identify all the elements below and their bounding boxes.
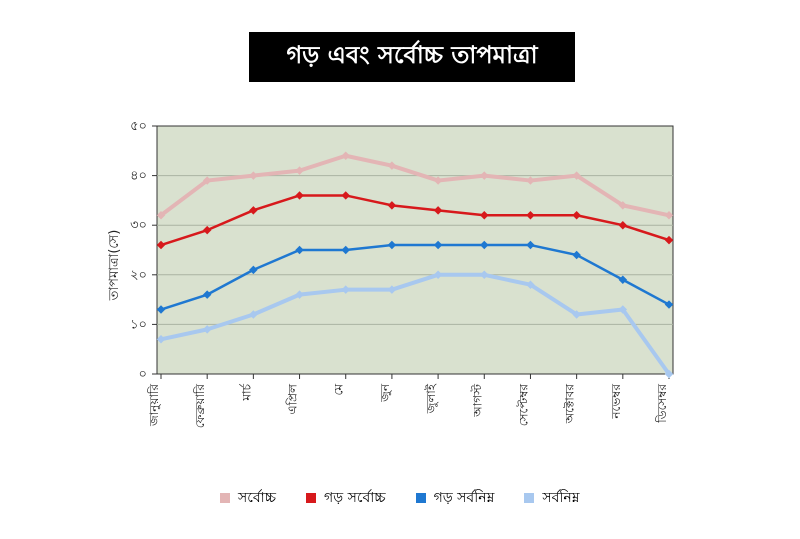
data-point [433,240,443,250]
data-point [156,240,166,250]
data-point [387,161,397,170]
y-tick-label: ৫০ [130,119,147,134]
y-tick-label: ১০ [130,317,147,332]
x-tick-label: মে [332,384,346,396]
data-point [433,206,443,215]
data-point [341,245,350,255]
data-point [202,176,212,185]
series-2 [156,240,674,314]
data-point [572,310,581,319]
series-group [156,151,674,379]
legend-item-avg-min: গড় সর্বনিম্ন [415,486,495,510]
legend-item-max: সর্বোচ্চ [220,486,276,510]
legend-label-max: সর্বোচ্চ [238,490,276,506]
legend-swatch-min [524,493,535,503]
x-tick-label: অক্টোবর [563,384,577,425]
data-point [295,166,304,175]
y-tick-label: ০ [139,367,147,382]
data-point [341,151,350,161]
y-tick-label: ৪০ [130,169,147,184]
data-point [664,300,674,309]
data-point [480,270,489,280]
series-line [160,243,670,311]
plot-area [156,125,674,375]
x-tick-label: মার্চ [239,383,253,402]
data-point [618,305,628,314]
data-point [387,201,397,210]
y-tick-label: ২০ [130,268,147,283]
legend: সর্বোচ্চ গড় সর্বোচ্চ গড় সর্বনিম্ন সর্ব… [220,486,579,510]
x-tick-label: জুলাই [424,383,439,414]
x-tick-label: জুন [378,383,393,403]
x-axis-ticks: জানুয়ারি ফেব্রুয়ারি মার্চ এপ্রিল মে জুন জুলা… [147,374,670,429]
data-point [433,176,443,185]
data-point [249,206,258,215]
x-tick-label: সেপ্টেম্বর [516,384,530,427]
legend-swatch-avg-min [415,493,426,503]
chart-title: গড় এবং সর্বোচ্চ তাপমাত্রা [249,32,575,82]
x-tick-label: আগস্ট [470,383,484,418]
y-axis-ticks: ০ ১০ ২০ ৩০ ৪০ ৫০ [130,119,157,382]
data-point [156,211,166,220]
data-point [202,225,212,235]
legend-item-avg-max: গড় সর্বোচ্চ [305,486,386,510]
y-tick-label: ৩০ [130,218,147,233]
data-point [295,290,304,299]
data-point [480,171,489,180]
data-point [156,305,166,314]
series-line [160,272,671,376]
x-tick-label: এপ্রিল [286,383,300,415]
data-point [249,265,258,275]
legend-swatch-avg-max [305,493,316,503]
data-point [526,280,535,289]
legend-label-min: সর্বনিম্ন [542,490,580,506]
x-tick-label: ফেব্রুয়ারি [193,384,207,429]
data-point [664,369,674,379]
series-3 [156,270,674,379]
data-point [480,211,489,220]
data-point [341,285,350,294]
data-point [202,325,212,334]
data-point [249,310,258,319]
series-line [159,153,670,218]
data-point [295,245,304,255]
data-point [156,335,166,344]
series-line [160,194,670,247]
legend-item-min: সর্বনিম্ন [524,486,579,510]
x-tick-label: জানুয়ারি [147,384,162,427]
data-point [387,285,397,294]
legend-swatch-max [220,493,230,503]
y-axis-label: তাপমাত্রা(সে) [107,230,122,302]
data-point [202,290,212,299]
legend-label-avg-min: গড় সর্বনিম্ন [433,490,495,506]
x-tick-label: ডিসেম্বর [655,384,669,424]
data-point [480,240,489,250]
data-point [295,191,304,200]
data-point [433,270,443,280]
data-point [341,191,350,200]
data-point [618,275,628,285]
data-point [249,171,258,180]
data-point [387,240,397,250]
legend-label-avg-max: গড় সর্বোচ্চ [323,490,386,506]
x-tick-label: নভেম্বর [609,384,623,420]
